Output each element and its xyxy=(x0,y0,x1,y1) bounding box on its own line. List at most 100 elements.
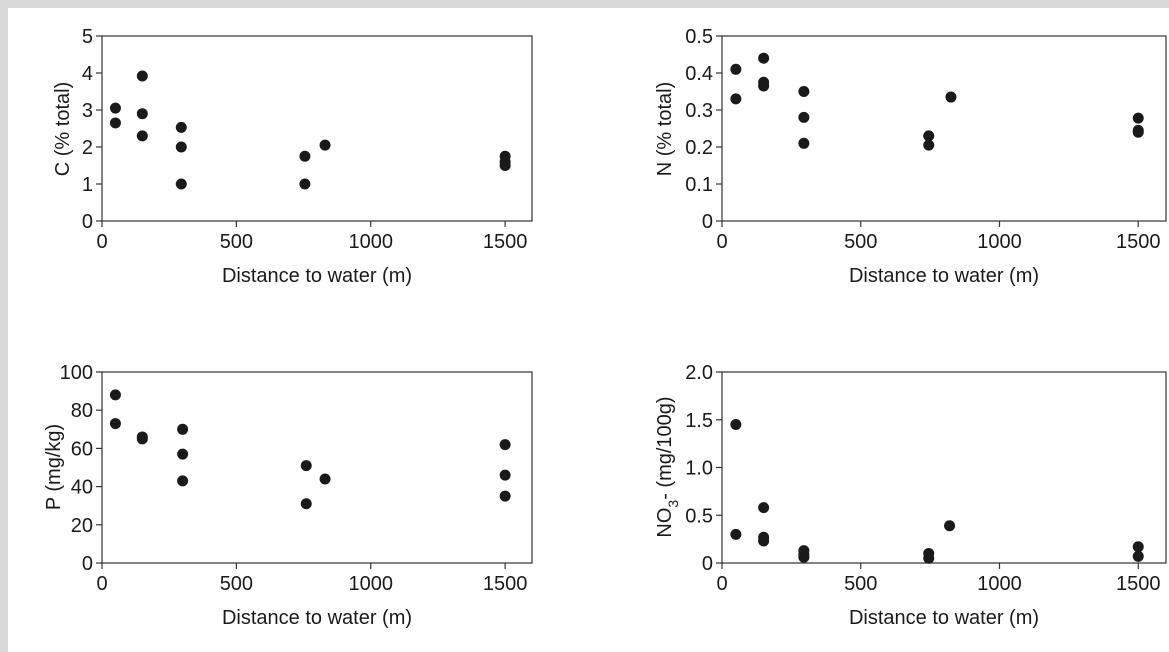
x-tick-label: 1500 xyxy=(1116,573,1161,595)
x-tick-label: 500 xyxy=(844,573,877,595)
x-axis-label: Distance to water (m) xyxy=(222,607,412,629)
y-tick-label: 1.5 xyxy=(685,410,713,432)
data-point xyxy=(301,498,312,509)
data-point xyxy=(299,151,310,162)
data-point xyxy=(110,103,121,114)
y-ticks: 0 0.5 1.0 1.5 2.0 xyxy=(685,362,722,575)
data-point xyxy=(923,140,934,151)
x-ticks: 0 500 1000 1500 xyxy=(716,563,1160,595)
data-point xyxy=(320,473,331,484)
y-tick-label: 5 xyxy=(82,26,93,48)
data-point xyxy=(798,86,809,97)
y-ticks: 0 20 40 60 80 100 xyxy=(60,362,102,575)
y-axis-label-subscript: 3 xyxy=(665,500,681,508)
data-point xyxy=(176,179,187,190)
y-axis-label: N (% total) xyxy=(654,82,676,176)
data-point xyxy=(758,80,769,91)
panel-nitrogen: 0 500 1000 1500 0 0.1 0.2 0.3 0.4 0.5 Distance t… xyxy=(654,26,1166,287)
data-point xyxy=(1133,113,1144,124)
y-axis-label-rest: - (mg/100g) xyxy=(654,396,676,499)
x-tick-label: 1500 xyxy=(483,573,528,595)
data-point xyxy=(299,179,310,190)
y-tick-label: 100 xyxy=(60,362,93,384)
y-tick-label: 0 xyxy=(82,553,93,575)
y-tick-label: 1 xyxy=(82,174,93,196)
y-ticks: 0 1 2 3 4 5 xyxy=(82,26,102,233)
data-point xyxy=(177,449,188,460)
data-point xyxy=(945,92,956,103)
y-tick-label: 0 xyxy=(82,211,93,233)
data-point xyxy=(110,389,121,400)
x-tick-label: 500 xyxy=(220,231,253,253)
data-point xyxy=(137,433,148,444)
y-axis-label: P (mg/kg) xyxy=(43,424,65,510)
y-tick-label: 0.2 xyxy=(685,137,713,159)
y-tick-label: 20 xyxy=(71,515,93,537)
data-point xyxy=(1133,541,1144,552)
x-tick-label: 1500 xyxy=(483,231,528,253)
data-points xyxy=(110,70,511,189)
x-tick-label: 0 xyxy=(716,573,727,595)
x-ticks: 0 500 1000 1500 xyxy=(716,221,1160,253)
y-ticks: 0 0.1 0.2 0.3 0.4 0.5 xyxy=(685,26,722,233)
data-points xyxy=(730,53,1143,151)
data-point xyxy=(798,552,809,563)
panel-phosphorus: 0 500 1000 1500 020406080100 Distance to wa… xyxy=(43,362,532,629)
y-tick-label: 0.5 xyxy=(685,505,713,527)
y-tick-label: 0 xyxy=(702,211,713,233)
plot-frame xyxy=(102,36,532,221)
data-point xyxy=(320,140,331,151)
y-tick-label: 0 xyxy=(702,553,713,575)
data-points xyxy=(730,419,1143,564)
y-tick-label: 2.0 xyxy=(685,362,713,384)
data-point xyxy=(798,112,809,123)
x-tick-label: 500 xyxy=(844,231,877,253)
y-tick-label: 80 xyxy=(71,400,93,422)
data-points xyxy=(110,389,511,509)
data-point xyxy=(1133,127,1144,138)
data-point xyxy=(137,108,148,119)
y-tick-label: 0.1 xyxy=(685,174,713,196)
x-tick-label: 1000 xyxy=(977,573,1022,595)
data-point xyxy=(1133,551,1144,562)
data-point xyxy=(758,536,769,547)
data-point xyxy=(110,418,121,429)
x-ticks: 0 500 1000 1500 xyxy=(96,563,527,595)
y-axis-label: NO3- (mg/100g) xyxy=(654,396,681,537)
data-point xyxy=(176,122,187,133)
y-tick-label: 0.4 xyxy=(685,63,713,85)
y-tick-label: 60 xyxy=(71,438,93,460)
y-tick-label: 2 xyxy=(82,137,93,159)
data-point xyxy=(177,424,188,435)
data-point xyxy=(758,502,769,513)
data-point xyxy=(301,460,312,471)
y-tick-label: 40 xyxy=(71,477,93,499)
data-point xyxy=(137,130,148,141)
x-axis-label: Distance to water (m) xyxy=(222,265,412,287)
x-tick-label: 0 xyxy=(96,573,107,595)
x-tick-label: 1000 xyxy=(977,231,1022,253)
data-point xyxy=(944,520,955,531)
y-tick-label: 4 xyxy=(82,63,93,85)
data-point xyxy=(500,160,511,171)
panel-carbon: 0 500 1000 1500 0 1 2 3 4 5 Distance to water (m… xyxy=(52,26,532,287)
data-point xyxy=(500,491,511,502)
y-tick-label: 0.5 xyxy=(685,26,713,48)
data-point xyxy=(798,138,809,149)
data-point xyxy=(500,439,511,450)
x-tick-label: 1000 xyxy=(349,231,394,253)
data-point xyxy=(177,475,188,486)
x-axis-label: Distance to water (m) xyxy=(849,607,1039,629)
y-tick-label: 1.0 xyxy=(685,458,713,480)
y-tick-label: 3 xyxy=(82,100,93,122)
y-axis-label: C (% total) xyxy=(52,82,74,176)
data-point xyxy=(500,470,511,481)
data-point xyxy=(758,53,769,64)
x-tick-label: 0 xyxy=(96,231,107,253)
data-point xyxy=(923,553,934,564)
plot-frame xyxy=(722,36,1166,221)
x-tick-label: 0 xyxy=(716,231,727,253)
x-tick-label: 500 xyxy=(220,573,253,595)
